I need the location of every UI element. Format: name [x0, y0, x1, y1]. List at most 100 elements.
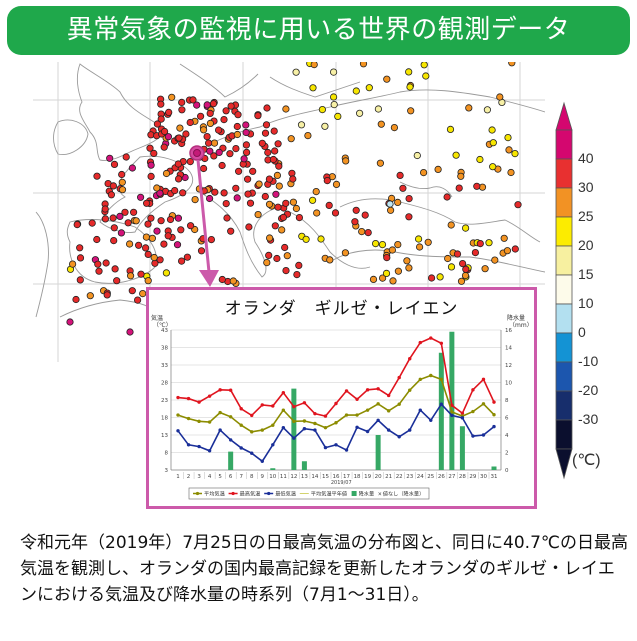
station-dot [483, 106, 491, 114]
data-point [292, 419, 296, 424]
data-point [186, 396, 191, 401]
station-dot [292, 68, 300, 76]
station-dot [148, 234, 156, 242]
station-dot [130, 208, 138, 216]
station-dot [265, 234, 274, 242]
station-dot [206, 194, 214, 203]
station-dot [76, 254, 85, 262]
station-dot [124, 219, 132, 227]
station-dot [399, 184, 407, 192]
station-dot [369, 275, 378, 283]
station-dot [403, 257, 411, 265]
station-dot [407, 107, 415, 115]
colorbar-segment [555, 245, 573, 276]
x-tick-label: 20 [375, 474, 382, 480]
station-dot [282, 199, 290, 207]
station-dot [186, 118, 194, 127]
data-point [397, 375, 401, 380]
station-dot [203, 133, 211, 141]
station-dot [447, 221, 455, 229]
station-dot [135, 241, 143, 249]
x-tick-label: 1 [176, 474, 180, 480]
station-dot [355, 109, 364, 117]
x-tick-label: 23 [406, 474, 413, 480]
station-dot [295, 214, 303, 222]
station-dot [122, 153, 130, 161]
station-dot [321, 122, 329, 130]
y2-tick-label: 12 [505, 363, 512, 369]
data-point [355, 397, 359, 401]
station-dot [394, 267, 402, 275]
station-dot [378, 241, 387, 249]
station-dot [358, 228, 366, 236]
station-dot [388, 246, 396, 254]
station-dot [272, 190, 280, 198]
station-dot [128, 287, 136, 295]
data-point [302, 401, 307, 405]
station-dot [274, 203, 282, 211]
data-point [386, 409, 391, 413]
colorbar-scale [555, 101, 573, 480]
colorbar-segment [555, 332, 573, 363]
station-dot [242, 128, 250, 137]
precipitation-bar [375, 435, 381, 470]
timeseries-chart: 気温（℃）降水量（mm）3813182328333843024681012141… [151, 314, 533, 500]
colorbar-segment [555, 129, 573, 160]
station-dot [93, 172, 101, 180]
station-dot [218, 275, 226, 284]
y-tick-label: 23 [161, 398, 168, 404]
station-dots [66, 59, 522, 336]
station-dot [386, 200, 394, 208]
station-dot [197, 112, 205, 120]
station-dot [182, 130, 190, 138]
data-point [471, 388, 475, 392]
colorbar-tick-label: -30 [578, 411, 599, 427]
data-point [323, 425, 328, 430]
station-dot [153, 227, 161, 235]
station-dot [341, 249, 349, 257]
y2-tick-label: 14 [505, 346, 512, 352]
station-dot [142, 244, 150, 252]
station-dot [95, 267, 103, 275]
colorbar-segment [555, 361, 573, 392]
data-point [471, 434, 475, 438]
station-dot [200, 164, 208, 173]
station-dot [465, 104, 473, 112]
station-dot [162, 269, 170, 277]
data-point [176, 413, 180, 417]
station-dot [389, 277, 397, 285]
station-dot [453, 250, 462, 258]
data-point [281, 408, 286, 412]
data-point [228, 438, 233, 442]
station-dot [142, 233, 150, 241]
station-dot [101, 215, 110, 223]
data-point [292, 436, 296, 440]
station-dot [137, 270, 145, 278]
station-dot [505, 146, 513, 154]
station-dot [279, 213, 287, 221]
data-point [397, 402, 401, 406]
page-title: 異常気象の監視に用いる世界の観測データ [7, 6, 630, 55]
data-point [376, 418, 380, 422]
data-point [344, 389, 349, 393]
station-dot [511, 245, 519, 253]
station-dot [473, 182, 481, 190]
station-dot [289, 198, 297, 206]
station-dot [462, 265, 470, 273]
station-dot [309, 84, 317, 92]
station-dot [110, 224, 118, 232]
y2-tick-label: 16 [505, 328, 512, 334]
data-point [408, 388, 412, 392]
station-dot [187, 222, 195, 230]
station-dot [233, 194, 241, 202]
station-dot [137, 193, 145, 201]
station-dot [173, 241, 182, 249]
station-dot [178, 98, 186, 107]
data-point [492, 400, 496, 404]
station-dot [220, 115, 228, 124]
station-dot [246, 199, 255, 207]
station-dot [189, 96, 197, 104]
data-point [460, 411, 465, 415]
colorbar-segment [555, 274, 573, 305]
station-dot [308, 196, 317, 204]
